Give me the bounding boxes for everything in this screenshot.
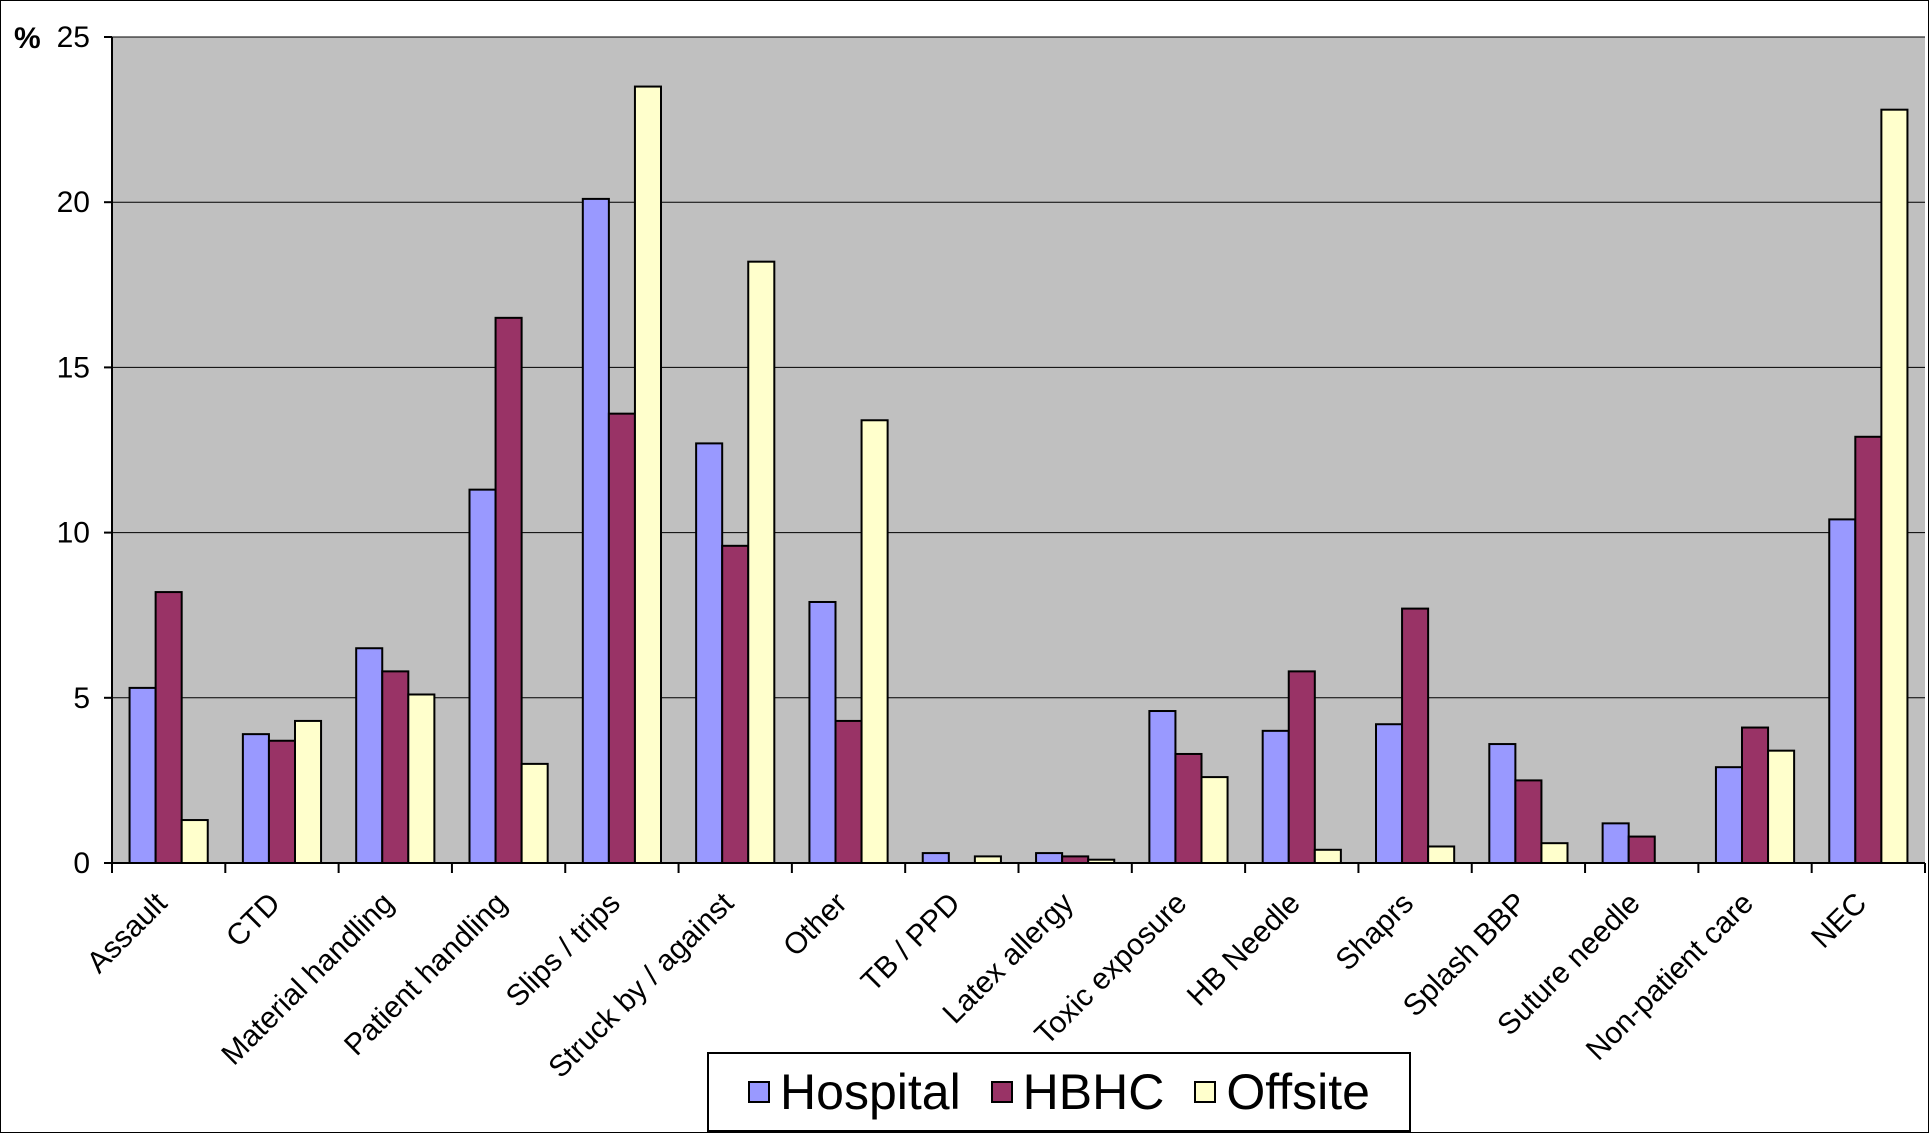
bar-hospital-5 (695, 442, 724, 864)
bar-offsite-14 (1767, 749, 1796, 864)
x-tick-label: Shaprs (1329, 887, 1420, 978)
bar-hospital-14 (1714, 766, 1744, 865)
bar-hbhc-12 (1514, 779, 1543, 865)
x-tick-label: CTD (220, 887, 287, 954)
bar-hbhc-10 (1287, 670, 1316, 864)
bar-hospital-13 (1601, 822, 1630, 864)
bar-hospital-6 (808, 600, 837, 864)
bar-hospital-15 (1828, 518, 1857, 864)
bar-hbhc-15 (1854, 435, 1883, 864)
bar-offsite-12 (1540, 842, 1569, 865)
y-axis-label: % (14, 22, 41, 55)
bar-offsite-15 (1880, 108, 1909, 865)
x-tick-label: Other (777, 887, 853, 963)
bar-hbhc-4 (607, 412, 636, 864)
legend-swatch-hbhc (990, 1081, 1013, 1103)
bar-hospital-1 (241, 733, 270, 864)
y-tick-label: 25 (57, 21, 90, 54)
bar-hbhc-9 (1174, 752, 1203, 865)
y-tick-label: 20 (57, 186, 90, 219)
legend-item-offsite: Offsite (1194, 1067, 1370, 1117)
bar-hospital-10 (1261, 729, 1290, 865)
bar-hbhc-11 (1401, 607, 1430, 864)
bar-offsite-0 (180, 819, 209, 864)
bar-hospital-3 (468, 488, 497, 864)
bar-hbhc-13 (1627, 835, 1656, 864)
bar-offsite-6 (860, 419, 889, 864)
legend-label-hospital: Hospital (780, 1064, 961, 1120)
bar-offsite-10 (1313, 848, 1342, 864)
bar-hbhc-0 (154, 591, 183, 865)
bar-hbhc-1 (267, 739, 296, 865)
bar-hospital-7 (921, 852, 950, 865)
bar-hospital-11 (1375, 723, 1404, 864)
bar-offsite-9 (1200, 776, 1229, 865)
legend-swatch-offsite (1194, 1081, 1217, 1103)
y-tick-label: 10 (57, 517, 90, 550)
bar-hospital-4 (581, 197, 610, 864)
bar-hbhc-14 (1741, 726, 1770, 865)
bar-hbhc-6 (834, 719, 863, 864)
bar-offsite-3 (520, 762, 549, 865)
bar-offsite-1 (293, 719, 323, 864)
bar-hbhc-3 (494, 316, 523, 864)
bar-offsite-5 (747, 260, 776, 864)
bar-hospital-0 (128, 686, 157, 864)
x-tick-label: Assault (81, 886, 174, 979)
bar-hbhc-5 (721, 544, 750, 864)
x-tick-label: NEC (1805, 887, 1873, 955)
legend-item-hospital: Hospital (748, 1067, 961, 1117)
bar-hospital-2 (355, 647, 384, 864)
legend: Hospital HBHC Offsite (707, 1052, 1411, 1132)
legend-swatch-hospital (748, 1081, 771, 1103)
y-tick-label: 15 (57, 351, 90, 384)
y-tick-label: 5 (73, 682, 90, 715)
legend-item-hbhc: HBHC (990, 1064, 1165, 1120)
x-tick-label: HB Needle (1181, 887, 1307, 1013)
legend-label-hbhc: HBHC (1022, 1064, 1165, 1120)
bar-hospital-9 (1148, 710, 1177, 864)
bar-hospital-8 (1035, 852, 1064, 865)
legend-label-offsite: Offsite (1226, 1064, 1370, 1120)
y-tick-label: 0 (73, 847, 90, 880)
x-tick-label: TB / PPD (855, 887, 967, 999)
bar-hospital-12 (1488, 743, 1517, 865)
bar-offsite-11 (1427, 845, 1456, 864)
bar-offsite-4 (633, 85, 662, 864)
bar-hbhc-2 (381, 670, 410, 864)
bar-offsite-2 (407, 693, 436, 864)
